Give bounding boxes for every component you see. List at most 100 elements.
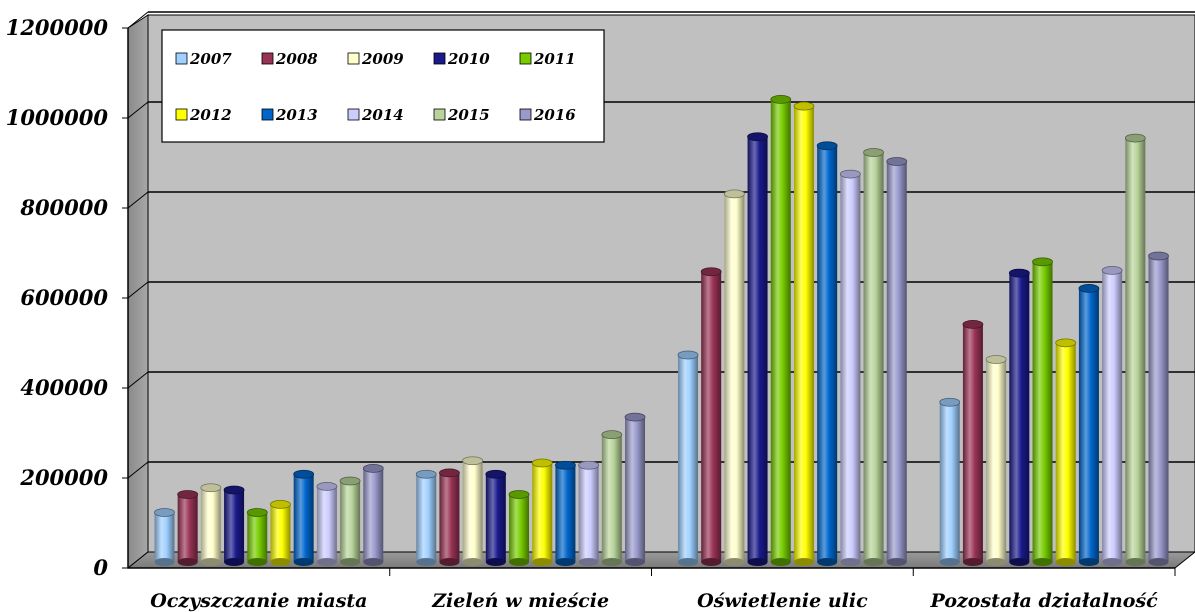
gridline-wall	[127, 191, 149, 209]
bar	[439, 468, 460, 566]
bar-top	[770, 95, 792, 104]
bar-base	[200, 558, 221, 566]
bar	[339, 476, 361, 566]
bar-body	[1009, 273, 1030, 562]
bar-base	[247, 558, 268, 566]
bar-top	[1101, 265, 1123, 275]
bar-top	[863, 148, 884, 157]
bar-body	[625, 417, 646, 562]
bar	[985, 355, 1007, 566]
bar-top	[1078, 283, 1100, 293]
bar-base	[677, 558, 698, 566]
bar	[415, 469, 437, 566]
bar-top	[362, 463, 384, 473]
bar-top	[677, 350, 699, 360]
bar-top	[793, 101, 815, 111]
bar-top	[339, 476, 361, 486]
bar-top	[531, 458, 553, 468]
bar-body	[316, 486, 337, 562]
legend-label: 2007	[189, 50, 232, 68]
bar-top	[939, 397, 961, 407]
bar	[677, 350, 699, 566]
bar-body	[363, 468, 384, 562]
bar-base	[793, 558, 814, 566]
bar	[246, 508, 268, 566]
left-wall	[127, 14, 149, 570]
gridline-wall	[127, 371, 149, 389]
legend-swatch	[519, 52, 532, 65]
legend-label: 2013	[275, 106, 318, 124]
legend-swatch	[261, 108, 274, 121]
bar-body	[509, 494, 530, 562]
bar-body	[840, 174, 861, 562]
bar-top	[1124, 133, 1146, 143]
gridline-wall	[127, 11, 149, 29]
bar-base	[363, 558, 384, 566]
bar	[223, 485, 245, 566]
bar-top	[462, 456, 484, 466]
legend-label: 2008	[275, 50, 318, 68]
bar-base	[316, 558, 337, 566]
bar-base	[625, 558, 646, 566]
legend-label: 2014	[361, 106, 404, 124]
y-tick-label: 400000	[20, 375, 108, 400]
y-tick-label: 1000000	[6, 105, 109, 130]
bar-base	[1078, 558, 1099, 566]
bar	[154, 508, 175, 566]
bar-body	[154, 512, 175, 562]
legend-item: 2014	[347, 106, 404, 124]
bar-body	[817, 145, 838, 562]
legend-item: 2016	[519, 106, 576, 124]
bar-base	[701, 558, 722, 566]
bar	[863, 148, 884, 566]
bar-base	[1148, 558, 1169, 566]
bar-base	[962, 558, 983, 566]
bar-body	[224, 490, 245, 562]
bar-body	[177, 494, 198, 562]
bar-base	[1102, 558, 1123, 566]
bar-base	[578, 558, 599, 566]
bar-base	[939, 558, 960, 566]
legend-label: 2011	[533, 50, 576, 68]
bar-base	[154, 558, 175, 566]
bar-base	[1125, 558, 1146, 566]
bar-body	[293, 474, 314, 562]
bar-base	[462, 558, 483, 566]
bar	[816, 141, 838, 566]
legend-label: 2012	[189, 106, 232, 124]
legend-item: 2009	[347, 50, 404, 68]
bar-top	[177, 490, 199, 499]
bar	[793, 101, 815, 566]
legend-item: 2008	[261, 50, 318, 68]
bar-body	[1148, 256, 1169, 562]
bar	[1032, 257, 1053, 566]
bar-top	[555, 460, 576, 470]
bar-body	[340, 481, 361, 562]
bar-body	[747, 136, 768, 562]
bar-base	[270, 558, 291, 566]
bar-base	[601, 558, 622, 566]
bar-body	[1032, 261, 1053, 562]
bar-top	[246, 508, 268, 517]
bar	[1008, 268, 1030, 566]
legend-swatch	[433, 108, 446, 121]
legend-swatch	[261, 52, 274, 65]
x-category-label: Oczyszczanie miasta	[150, 590, 367, 612]
bar-body	[793, 106, 814, 563]
bar-base	[770, 558, 791, 566]
bar-top	[985, 355, 1007, 364]
bar-body	[770, 99, 791, 563]
bar-body	[247, 512, 268, 562]
legend-swatch	[175, 52, 188, 65]
gridline-wall	[127, 101, 149, 119]
y-tick-label: 0	[93, 555, 108, 580]
bar-top	[747, 132, 768, 142]
bar	[770, 95, 792, 566]
bar-base	[340, 558, 361, 566]
bar	[270, 499, 291, 566]
bar-body	[601, 434, 622, 562]
bar-top	[439, 468, 460, 478]
bar-body	[677, 355, 698, 562]
legend-item: 2010	[433, 50, 490, 68]
